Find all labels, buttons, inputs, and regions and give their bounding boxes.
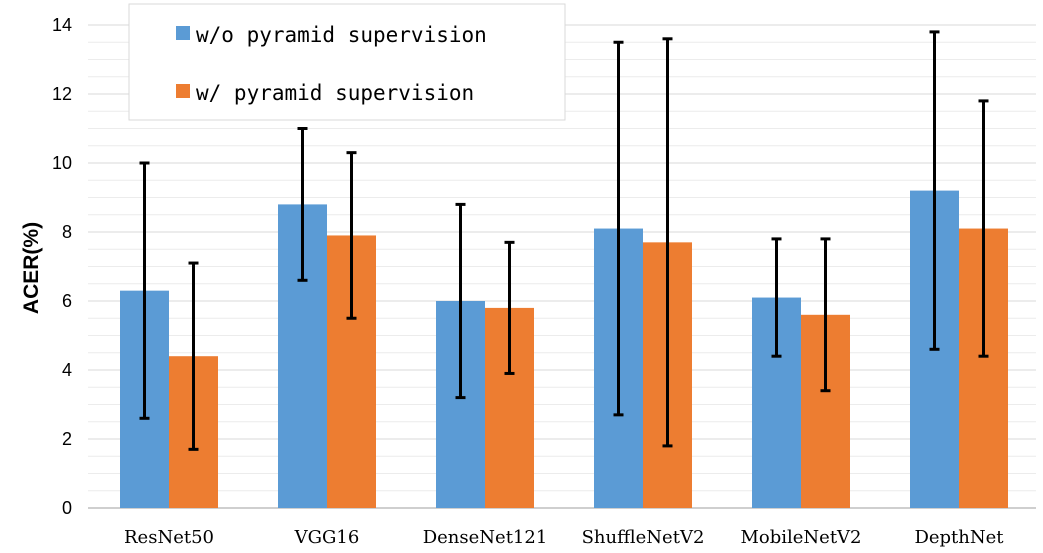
error-bars xyxy=(139,30,989,451)
y-axis-label: ACER(%) xyxy=(20,222,43,314)
y-tick-label: 0 xyxy=(62,498,72,518)
y-tick-label: 6 xyxy=(62,291,72,311)
x-tick-label: DenseNet121 xyxy=(423,527,548,548)
y-axis-ticks: 0 2 4 6 8 10 12 14 xyxy=(52,15,72,518)
legend-box xyxy=(128,3,566,121)
legend-swatch xyxy=(176,26,190,40)
x-tick-label: ShuffleNetV2 xyxy=(582,527,705,548)
y-tick-label: 8 xyxy=(62,222,72,242)
x-tick-label: MobileNetV2 xyxy=(740,527,861,548)
bars xyxy=(120,190,1008,509)
legend: w/o pyramid supervision w/ pyramid superv… xyxy=(128,3,566,121)
y-tick-label: 12 xyxy=(52,84,72,104)
x-tick-label: DepthNet xyxy=(914,527,1004,548)
legend-label: w/ pyramid supervision xyxy=(196,81,474,105)
legend-swatch xyxy=(176,84,190,98)
y-tick-label: 2 xyxy=(62,429,72,449)
y-tick-label: 4 xyxy=(62,360,72,380)
x-tick-label: ResNet50 xyxy=(124,527,214,548)
x-axis-ticks: ResNet50 VGG16 DenseNet121 ShuffleNetV2 Mobi… xyxy=(124,527,1004,548)
x-tick-label: VGG16 xyxy=(294,527,360,548)
legend-label: w/o pyramid supervision xyxy=(196,23,487,47)
y-tick-label: 10 xyxy=(52,153,72,173)
y-tick-label: 14 xyxy=(52,15,72,35)
